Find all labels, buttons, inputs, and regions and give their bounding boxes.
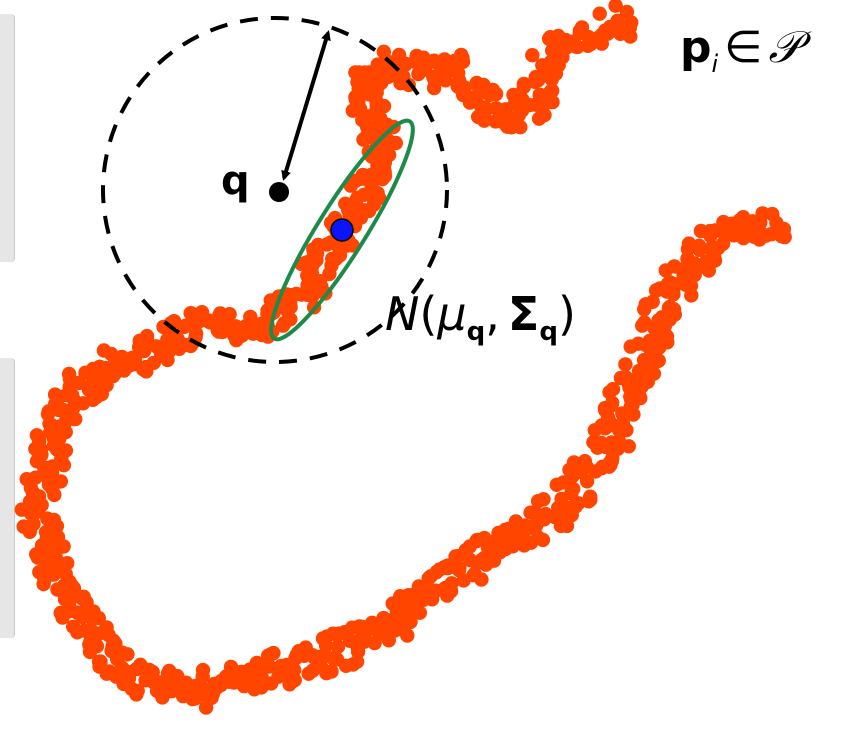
point-474 — [46, 567, 61, 582]
point-746 — [536, 492, 551, 507]
point-192 — [356, 132, 371, 147]
point-43 — [525, 48, 540, 63]
point-set-label: pi ∈ 𝒫 — [680, 22, 812, 78]
gaussian-comma: , — [485, 287, 500, 341]
point-596 — [262, 659, 277, 674]
point-894 — [715, 236, 731, 251]
left-panel-tab-bottom — [0, 358, 15, 638]
point-86 — [491, 103, 506, 118]
point-11 — [592, 6, 607, 21]
point-493 — [55, 610, 70, 625]
gaussian-mu: μ — [436, 287, 466, 341]
gaussian-sigma-sub: q — [539, 317, 558, 347]
point-170 — [345, 103, 360, 118]
point-419 — [56, 458, 72, 473]
point-816 — [618, 370, 634, 385]
point-688 — [444, 576, 459, 591]
point-316 — [210, 323, 225, 338]
neighborhood-circle — [101, 16, 449, 364]
point-622 — [324, 664, 339, 679]
point-57 — [527, 74, 542, 90]
gaussian-n: N — [385, 287, 419, 341]
point-700 — [474, 572, 489, 587]
point-351 — [131, 340, 147, 355]
point-789 — [621, 439, 636, 454]
mean-point — [330, 218, 354, 242]
point-884 — [691, 238, 707, 253]
left-panel-tab-top — [0, 14, 15, 262]
point-84 — [488, 114, 503, 129]
point-52 — [544, 72, 559, 87]
point-629 — [330, 639, 346, 654]
point-525 — [120, 647, 135, 662]
point-434 — [47, 487, 62, 503]
gaussian-close: ) — [558, 287, 576, 341]
point-561 — [188, 691, 203, 706]
point-925 — [777, 229, 792, 245]
point-22 — [580, 38, 596, 53]
point-567 — [195, 662, 211, 678]
point-759 — [566, 481, 581, 497]
point-set-p: p — [680, 22, 712, 73]
point-852 — [645, 294, 660, 309]
point-770 — [566, 455, 582, 470]
point-734 — [535, 532, 551, 548]
point-712 — [477, 530, 492, 546]
query-label: q — [221, 158, 250, 204]
point-762 — [583, 489, 598, 504]
point-773 — [577, 454, 593, 469]
point-821 — [618, 357, 633, 372]
gaussian-sigma: Σ — [508, 287, 539, 341]
point-607 — [286, 662, 302, 678]
point-131 — [411, 50, 426, 66]
gaussian-label: N(μq, Σq) — [385, 287, 576, 347]
point-62 — [516, 79, 531, 95]
point-129 — [411, 66, 426, 82]
point-set-sub: i — [712, 50, 719, 78]
point-103 — [469, 75, 484, 91]
point-282 — [275, 318, 291, 333]
point-36 — [541, 31, 557, 46]
point-839 — [659, 329, 675, 344]
gaussian-open: ( — [419, 287, 437, 341]
point-176 — [359, 109, 375, 124]
point-808 — [605, 382, 621, 397]
point-471 — [59, 556, 75, 571]
point-695 — [452, 561, 467, 576]
point-510 — [82, 644, 98, 660]
point-set-in: ∈ — [724, 22, 762, 73]
point-855 — [666, 302, 682, 317]
query-point — [269, 182, 289, 202]
point-600 — [266, 645, 281, 661]
point-537 — [129, 687, 144, 702]
radius-arrow-icon — [281, 30, 331, 181]
point-cloud — [14, 0, 792, 715]
point-668 — [412, 605, 427, 620]
covariance-ellipse — [269, 118, 415, 342]
point-124 — [426, 80, 442, 96]
point-69 — [531, 111, 547, 126]
point-644 — [367, 635, 382, 651]
point-3 — [608, 0, 623, 13]
point-842 — [637, 315, 652, 330]
point-107 — [454, 82, 469, 97]
point-173 — [376, 98, 392, 114]
point-476 — [36, 576, 51, 592]
point-set-script: 𝒫 — [769, 22, 812, 73]
point-784 — [594, 435, 609, 451]
point-451 — [22, 524, 37, 539]
point-365 — [96, 343, 112, 358]
gaussian-mu-sub: q — [467, 317, 486, 347]
